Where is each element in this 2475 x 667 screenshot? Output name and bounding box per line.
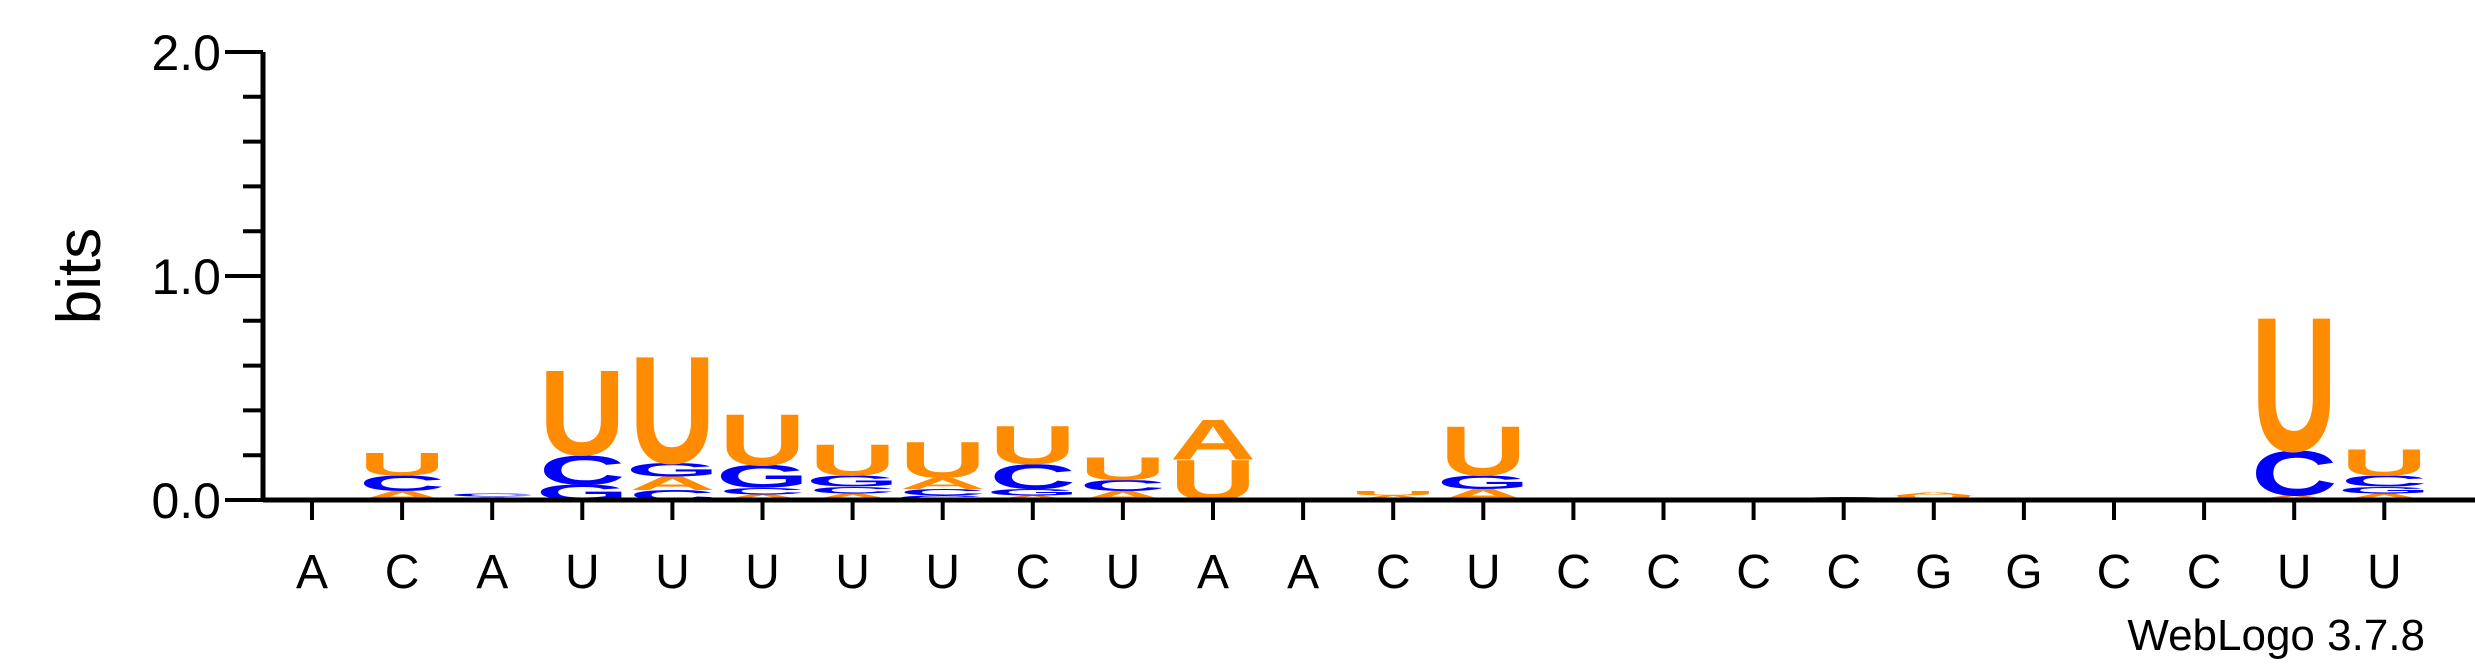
x-tick-label: C	[2097, 546, 2132, 599]
logo-letter-g: G	[2338, 485, 2431, 496]
x-tick-label: C	[2187, 546, 2222, 599]
logo-letter-c: C	[449, 492, 535, 497]
logo-letter-u: U	[809, 435, 895, 485]
logo-letter-c: C	[990, 457, 1076, 497]
x-tick-label: U	[565, 546, 600, 599]
x-tick-label: C	[1736, 546, 1771, 599]
logo-letter-u: U	[1440, 411, 1526, 490]
logo-letter-u: U	[1891, 495, 1977, 499]
weblogo-credit: WebLogo 3.7.8	[2127, 611, 2425, 660]
x-tick-label: A	[1287, 546, 1319, 599]
logo-letter-g: G	[716, 459, 809, 495]
x-tick-label: U	[835, 546, 870, 599]
logo-letter-g: G	[1437, 472, 1530, 493]
logo-letter-g: G	[806, 472, 899, 490]
x-tick-label: U	[1106, 546, 1141, 599]
logo-letter-u: U	[990, 415, 1076, 476]
logo-letter-u: U	[539, 345, 625, 481]
x-tick-label: U	[2367, 546, 2402, 599]
logo-letter-c: C	[539, 447, 625, 494]
x-tick-label: C	[385, 546, 420, 599]
x-tick-label: C	[1826, 546, 1861, 599]
logo-letter-a: A	[719, 493, 805, 502]
x-tick-label: U	[655, 546, 690, 599]
x-tick-label: C	[1376, 546, 1411, 599]
logo-letter-a: A	[2341, 491, 2427, 502]
x-tick-label: U	[925, 546, 960, 599]
y-tick-label: 1.0	[151, 249, 221, 305]
logo-letter-u: U	[1080, 451, 1166, 487]
x-tick-label: C	[1646, 546, 1681, 599]
logo-letter-a: A	[900, 475, 986, 493]
logo-letter-u: U	[629, 325, 715, 497]
logo-letter-a: A	[629, 473, 715, 494]
logo-glyph-stacks: ACUACGCUCAGUACGUACGUGCAUAGCUACUUAAUAGUCG…	[359, 277, 2431, 513]
logo-letter-c: C	[359, 471, 445, 496]
x-tick-label: C	[1556, 546, 1591, 599]
x-tick-label: A	[476, 546, 508, 599]
x-tick-label: U	[1466, 546, 1501, 599]
x-tick-label: U	[745, 546, 780, 599]
logo-letter-g: G	[986, 487, 1079, 498]
logo-letter-g: G	[626, 459, 719, 480]
logo-letter-c: C	[900, 487, 986, 498]
x-tick-label: A	[296, 546, 328, 599]
logo-letter-c: C	[719, 486, 805, 497]
x-tick-label: A	[1197, 546, 1229, 599]
y-axis-ticks: 0.0 1.0 2.0	[151, 25, 263, 529]
logo-letter-u: U	[1350, 490, 1436, 497]
logo-letter-a: A	[1891, 491, 1977, 496]
logo-letter-u: U	[2251, 277, 2337, 492]
logo-letter-c: C	[1080, 477, 1166, 495]
logo-letter-c: C	[2341, 472, 2427, 490]
logo-letter-u: U	[900, 432, 986, 489]
logo-letter-c: C	[809, 485, 895, 496]
logo-letter-a: A	[809, 491, 895, 502]
logo-letter-u: U	[719, 399, 805, 481]
x-tick-label: G	[1915, 546, 1952, 599]
logo-letter-u: U	[2341, 441, 2427, 484]
y-tick-label: 2.0	[151, 25, 221, 81]
y-axis-title: bits	[45, 228, 114, 324]
x-tick-label: G	[2005, 546, 2042, 599]
logo-letter-a: A	[1170, 407, 1256, 471]
x-tick-label: U	[2277, 546, 2312, 599]
logo-letter-u: U	[359, 446, 445, 482]
y-tick-label: 0.0	[151, 473, 221, 529]
x-tick-label: C	[1015, 546, 1050, 599]
